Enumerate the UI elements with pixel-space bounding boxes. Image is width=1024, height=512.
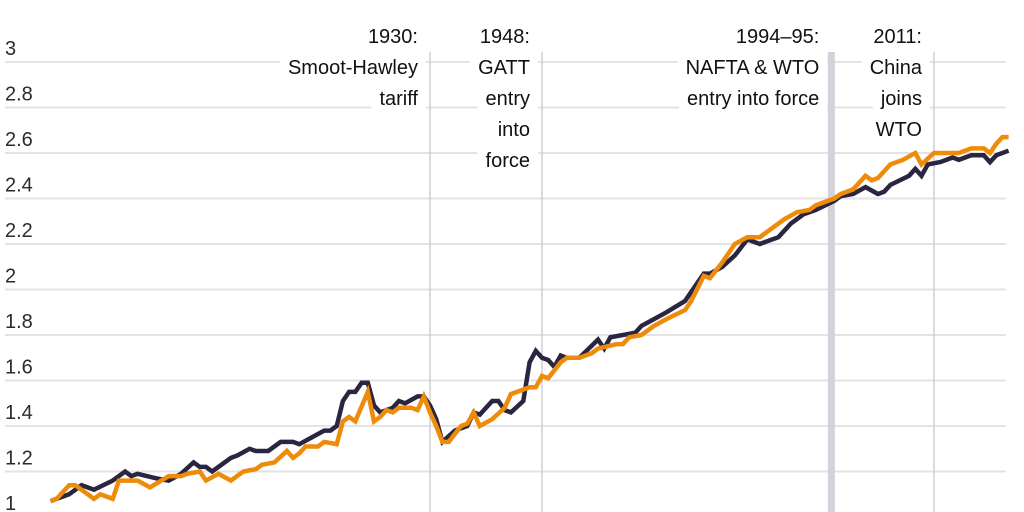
annotation-text: joins: [880, 88, 922, 110]
y-tick-label: 2.2: [5, 220, 33, 242]
y-axis-labels: 1 1.2 1.4 1.6 1.8 2 2.2 2.4 2.6 2.8 3: [5, 38, 33, 512]
annotation-text-background: [489, 117, 538, 143]
series-line-1: [49, 148, 1010, 504]
y-tick-label: 2.8: [5, 84, 33, 106]
annotation-text: tariff: [379, 88, 418, 110]
y-tick-label: 2: [5, 266, 16, 288]
y-tick-label: 1.8: [5, 311, 33, 333]
annotation-text-background: [872, 86, 930, 112]
annotation-text: entry: [486, 88, 530, 110]
annotation-text: WTO: [876, 119, 922, 141]
annotation-lines: [429, 52, 935, 512]
annotation-text: into: [498, 119, 530, 141]
annotation-text: NAFTA & WTO: [686, 57, 820, 79]
annotation-text-background: [477, 86, 538, 112]
annotation-text-background: [679, 86, 828, 112]
y-tick-label: 1: [5, 493, 16, 512]
annotation-text: entry into force: [687, 88, 819, 110]
annotation-title: 1994–95:: [736, 26, 819, 48]
annotation-text-background: [677, 55, 828, 81]
annotation-band: [827, 52, 835, 512]
y-tick-label: 2.4: [5, 175, 33, 197]
annotation-title: 2011:: [873, 26, 922, 48]
annotation-text-background: [477, 148, 538, 174]
annotation-text-background: [861, 55, 930, 81]
y-tick-label: 1.2: [5, 448, 33, 470]
annotation-text: Smoot-Hawley: [288, 57, 418, 79]
annotation-text-background: [470, 55, 538, 81]
y-tick-label: 3: [5, 38, 16, 60]
annotation-text-background: [371, 86, 426, 112]
annotation: 1948: GATT entry into force: [470, 26, 538, 174]
annotation-text-background: [867, 117, 930, 143]
annotation-text: GATT: [478, 57, 530, 79]
annotation-text: force: [486, 150, 530, 172]
series-lines: [49, 134, 1010, 504]
annotation: 1994–95: NAFTA & WTO entry into force: [677, 26, 828, 112]
annotation-text-background: [279, 55, 426, 81]
annotation: 1930: Smoot-Hawley tariff: [279, 26, 426, 112]
annotation-title: 1948:: [480, 26, 530, 48]
y-tick-label: 2.6: [5, 129, 33, 151]
series-line-2: [49, 134, 1009, 504]
y-tick-label: 1.6: [5, 357, 33, 379]
annotation-title: 1930:: [368, 26, 418, 48]
annotation: 2011: China joins WTO: [861, 26, 930, 143]
annotation-text: China: [870, 57, 923, 79]
annotation-labels: 1930: Smoot-Hawley tariff 1948: GATT entry int…: [279, 26, 930, 174]
y-tick-label: 1.4: [5, 402, 33, 424]
